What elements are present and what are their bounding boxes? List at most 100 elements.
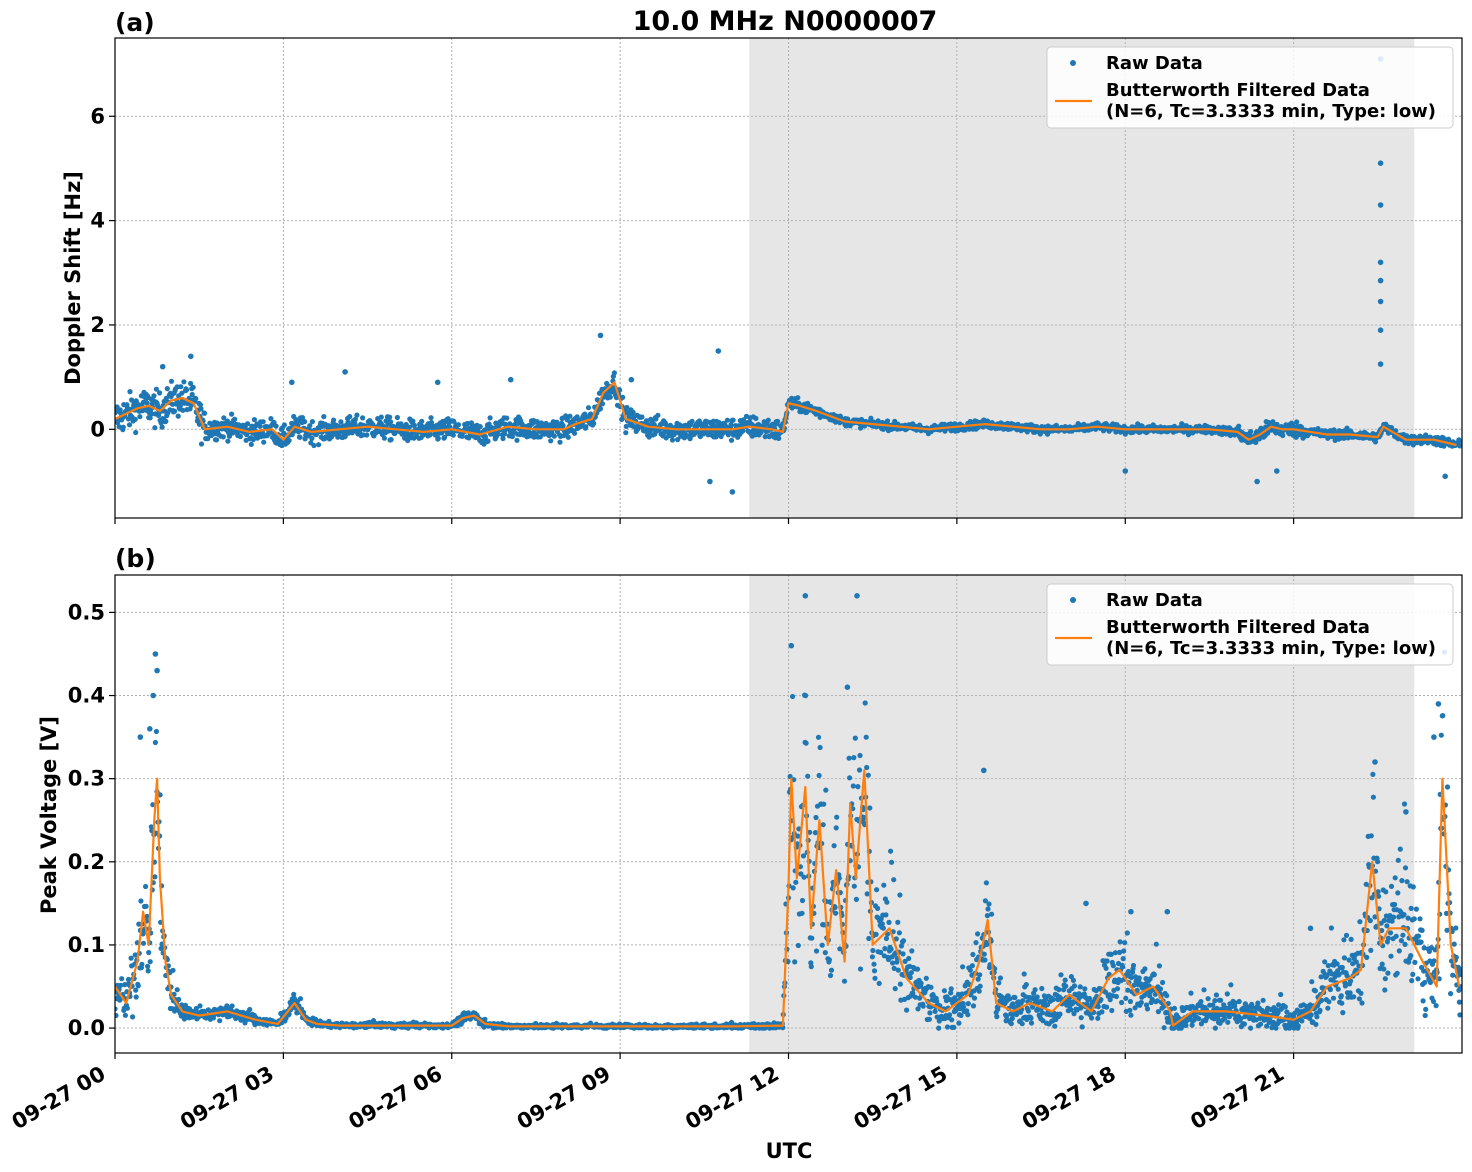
- raw-data-point: [144, 913, 150, 920]
- raw-data-point: [213, 437, 220, 443]
- raw-data-point: [915, 1006, 921, 1012]
- raw-data-point: [897, 892, 903, 898]
- raw-data-point: [1164, 993, 1170, 999]
- raw-data-point: [1120, 964, 1126, 970]
- raw-data-point: [286, 437, 292, 444]
- raw-data-point: [973, 940, 979, 946]
- raw-data-point: [643, 418, 650, 424]
- raw-data-point: [896, 930, 903, 936]
- raw-data-point: [132, 416, 138, 422]
- raw-data-point: [790, 885, 796, 891]
- raw-data-point: [923, 975, 929, 981]
- raw-data-point: [151, 393, 157, 399]
- raw-data-point: [912, 994, 919, 1000]
- raw-data-point: [769, 421, 776, 427]
- raw-data-point: [965, 1001, 971, 1007]
- raw-data-point: [716, 419, 722, 426]
- raw-data-point: [152, 739, 158, 746]
- raw-data-point: [817, 744, 823, 751]
- raw-data-point: [800, 853, 807, 859]
- raw-data-point: [297, 434, 303, 440]
- raw-data-point: [1458, 441, 1462, 447]
- raw-data-point: [862, 700, 868, 706]
- raw-data-point: [831, 843, 837, 849]
- raw-data-point: [1153, 941, 1159, 947]
- raw-data-point: [869, 954, 876, 960]
- raw-data-point: [514, 437, 520, 443]
- raw-data-point: [352, 416, 358, 422]
- panel-b: (b) 0.00.10.20.30.40.5 09-27 00 09-27 03 0…: [8, 544, 1463, 1134]
- raw-data-point: [174, 987, 180, 993]
- raw-data-point: [364, 432, 370, 438]
- raw-data-point: [872, 975, 878, 981]
- raw-data-point: [1160, 979, 1166, 986]
- raw-data-point: [1295, 1023, 1301, 1029]
- raw-data-point: [833, 825, 839, 831]
- raw-data-point: [885, 956, 892, 963]
- raw-data-point: [626, 414, 633, 420]
- raw-data-point: [237, 433, 243, 440]
- raw-data-point: [1136, 975, 1142, 981]
- raw-data-point: [1308, 1012, 1314, 1018]
- raw-data-point: [1130, 962, 1137, 969]
- raw-data-point: [347, 414, 353, 420]
- raw-data-point: [985, 906, 991, 912]
- raw-data-point: [867, 805, 873, 811]
- raw-data-point: [1147, 976, 1153, 982]
- raw-data-point: [851, 883, 857, 889]
- raw-data-point: [1280, 432, 1286, 439]
- raw-data-point: [1012, 994, 1018, 1001]
- raw-data-point: [1134, 987, 1140, 994]
- raw-data-point: [147, 415, 153, 421]
- raw-data-point: [145, 968, 151, 974]
- raw-data-point: [890, 960, 896, 966]
- raw-data-point: [1104, 958, 1110, 964]
- raw-data-point: [623, 423, 629, 429]
- raw-data-point: [948, 990, 954, 996]
- raw-data-point: [920, 1003, 926, 1009]
- raw-data-point: [855, 784, 861, 790]
- raw-data-point: [1225, 1019, 1231, 1025]
- raw-data-point: [116, 424, 122, 430]
- raw-data-point: [487, 415, 493, 421]
- raw-data-point: [857, 966, 864, 972]
- raw-data-point: [906, 955, 912, 962]
- raw-data-point: [655, 412, 661, 418]
- raw-data-point: [997, 975, 1004, 981]
- raw-data-point: [354, 412, 360, 418]
- raw-data-point: [551, 433, 557, 439]
- raw-data-point: [1257, 1021, 1264, 1027]
- raw-data-point: [168, 378, 175, 384]
- raw-data-point: [245, 421, 251, 427]
- raw-data-point: [289, 379, 295, 386]
- raw-data-point: [1125, 968, 1131, 975]
- raw-data-point: [120, 424, 126, 430]
- raw-data-point: [1112, 950, 1118, 956]
- raw-data-point: [450, 432, 456, 438]
- raw-data-point: [1110, 963, 1116, 969]
- raw-data-point: [888, 848, 894, 854]
- raw-data-point: [193, 1005, 199, 1012]
- raw-data-point: [1147, 993, 1153, 999]
- raw-data-point: [1142, 966, 1148, 972]
- raw-data-point: [1127, 998, 1133, 1005]
- raw-data-point: [585, 405, 592, 411]
- raw-data-point: [996, 980, 1002, 986]
- raw-data-point: [875, 905, 881, 912]
- raw-data-point: [1122, 468, 1129, 474]
- raw-data-point: [455, 422, 462, 428]
- raw-data-point: [307, 423, 313, 429]
- raw-data-point: [828, 967, 835, 973]
- raw-data-point: [816, 772, 822, 779]
- raw-data-point: [837, 946, 843, 952]
- raw-data-point: [485, 438, 491, 444]
- raw-data-point: [852, 735, 858, 741]
- raw-data-point: [960, 964, 966, 970]
- raw-data-point: [1291, 1025, 1297, 1031]
- raw-data-point: [197, 1003, 203, 1009]
- raw-data-point: [803, 693, 809, 699]
- raw-data-point: [975, 976, 981, 982]
- raw-data-point: [205, 436, 211, 442]
- raw-data-point: [560, 423, 566, 429]
